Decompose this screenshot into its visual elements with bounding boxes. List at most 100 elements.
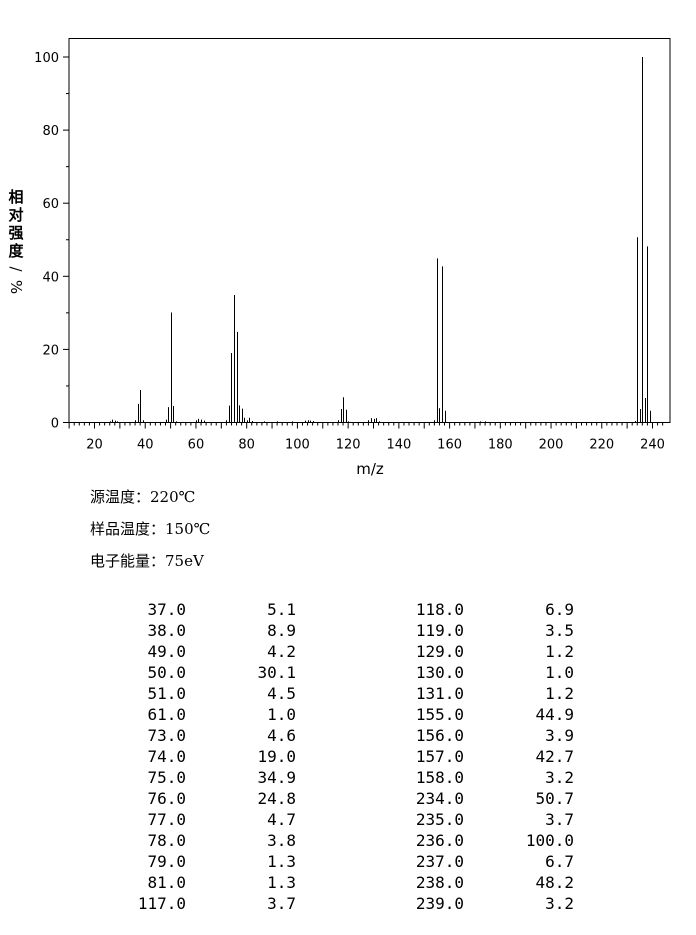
intensity-cell: 1.2 — [545, 684, 574, 703]
table-row: 76.0 24.8 234.0 50.7 — [0, 789, 696, 810]
peak-table: 37.0 5.1 118.0 6.9 38.0 8.9 119.0 3.5 49.0 4.2 129… — [0, 600, 696, 915]
y-tick-label: 20 — [42, 343, 59, 358]
intensity-cell: 8.9 — [267, 621, 296, 640]
mz-cell: 238.0 — [415, 873, 464, 892]
electron-energy: 电子能量：75eV — [90, 550, 204, 571]
intensity-cell: 48.2 — [535, 873, 574, 892]
y-tick-label: 80 — [42, 124, 59, 139]
mz-cell: 157.0 — [415, 747, 464, 766]
intensity-cell: 3.7 — [545, 810, 574, 829]
mz-cell: 117.0 — [137, 894, 186, 913]
mz-cell: 239.0 — [415, 894, 464, 913]
y-axis: 0 20 40 60 80 100 — [34, 51, 69, 432]
x-tick-label: 40 — [137, 438, 154, 453]
x-tick-label: 120 — [336, 438, 361, 453]
table-row: 61.0 1.0 155.0 44.9 — [0, 705, 696, 726]
x-tick-label: 80 — [238, 438, 255, 453]
table-row: 73.0 4.6 156.0 3.9 — [0, 726, 696, 747]
mz-cell: 81.0 — [147, 873, 186, 892]
intensity-cell: 3.7 — [267, 894, 296, 913]
mz-cell: 131.0 — [415, 684, 464, 703]
mz-cell: 79.0 — [147, 852, 186, 871]
mz-cell: 118.0 — [415, 600, 464, 619]
intensity-cell: 44.9 — [535, 705, 574, 724]
mz-cell: 61.0 — [147, 705, 186, 724]
intensity-cell: 1.3 — [267, 873, 296, 892]
intensity-cell: 6.9 — [545, 600, 574, 619]
intensity-cell: 4.5 — [267, 684, 296, 703]
sample-temperature: 样品温度：150℃ — [90, 518, 210, 539]
x-tick-label: 240 — [640, 438, 665, 453]
condition-value: 150℃ — [165, 520, 211, 538]
mz-cell: 234.0 — [415, 789, 464, 808]
mz-cell: 155.0 — [415, 705, 464, 724]
x-tick-label: 60 — [188, 438, 205, 453]
intensity-cell: 1.2 — [545, 642, 574, 661]
x-tick-label: 20 — [86, 438, 103, 453]
y-axis-title-char: 度 — [8, 242, 24, 260]
y-axis-title-char: % — [7, 279, 25, 295]
mz-cell: 77.0 — [147, 810, 186, 829]
mz-cell: 236.0 — [415, 831, 464, 850]
table-row: 79.0 1.3 237.0 6.7 — [0, 852, 696, 873]
table-row: 51.0 4.5 131.0 1.2 — [0, 684, 696, 705]
table-row: 117.0 3.7 239.0 3.2 — [0, 894, 696, 915]
intensity-cell: 1.3 — [267, 852, 296, 871]
mz-cell: 76.0 — [147, 789, 186, 808]
mz-cell: 129.0 — [415, 642, 464, 661]
y-tick-label: 0 — [51, 417, 59, 432]
table-row: 78.0 3.8 236.0 100.0 — [0, 831, 696, 852]
x-tick-label: 100 — [285, 438, 310, 453]
intensity-cell: 6.7 — [545, 852, 574, 871]
y-axis-title-char: / — [7, 266, 25, 272]
x-axis: 20 40 60 80 100 120 140 160 180 200 220 240 — [68, 422, 665, 453]
condition-label: 样品温度： — [90, 520, 166, 538]
intensity-cell: 3.8 — [267, 831, 296, 850]
mz-cell: 75.0 — [147, 768, 186, 787]
source-temperature: 源温度：220℃ — [90, 486, 195, 507]
mz-cell: 37.0 — [147, 600, 186, 619]
intensity-cell: 1.0 — [545, 663, 574, 682]
intensity-cell: 24.8 — [257, 789, 296, 808]
intensity-cell: 50.7 — [535, 789, 574, 808]
intensity-cell: 3.5 — [545, 621, 574, 640]
mz-cell: 51.0 — [147, 684, 186, 703]
y-axis-title-char: 相 — [8, 188, 24, 206]
mz-cell: 130.0 — [415, 663, 464, 682]
y-axis-title-char: 对 — [8, 206, 24, 224]
mz-cell: 156.0 — [415, 726, 464, 745]
y-tick-label: 60 — [42, 197, 59, 212]
mz-cell: 38.0 — [147, 621, 186, 640]
y-tick-label: 40 — [42, 270, 59, 285]
x-axis-title: m/z — [356, 460, 384, 478]
mz-cell: 73.0 — [147, 726, 186, 745]
intensity-cell: 4.7 — [267, 810, 296, 829]
intensity-cell: 42.7 — [535, 747, 574, 766]
x-tick-label: 200 — [539, 438, 564, 453]
y-axis-title: 相 对 强 度 / % — [6, 188, 26, 296]
condition-label: 源温度： — [90, 488, 151, 506]
intensity-cell: 3.9 — [545, 726, 574, 745]
intensity-cell: 4.6 — [267, 726, 296, 745]
condition-value: 220℃ — [150, 488, 196, 506]
table-row: 75.0 34.9 158.0 3.2 — [0, 768, 696, 789]
table-row: 49.0 4.2 129.0 1.2 — [0, 642, 696, 663]
condition-value: 75eV — [165, 552, 204, 570]
mz-cell: 78.0 — [147, 831, 186, 850]
plot-frame — [68, 38, 671, 423]
table-row: 81.0 1.3 238.0 48.2 — [0, 873, 696, 894]
y-axis-title-char: 强 — [8, 224, 24, 242]
mz-cell: 74.0 — [147, 747, 186, 766]
mz-cell: 237.0 — [415, 852, 464, 871]
mz-cell: 50.0 — [147, 663, 186, 682]
intensity-cell: 5.1 — [267, 600, 296, 619]
mz-cell: 119.0 — [415, 621, 464, 640]
x-tick-label: 160 — [437, 438, 462, 453]
intensity-cell: 1.0 — [267, 705, 296, 724]
x-tick-label: 140 — [386, 438, 411, 453]
intensity-cell: 100.0 — [525, 831, 574, 850]
intensity-cell: 19.0 — [257, 747, 296, 766]
intensity-cell: 4.2 — [267, 642, 296, 661]
x-tick-label: 220 — [589, 438, 614, 453]
